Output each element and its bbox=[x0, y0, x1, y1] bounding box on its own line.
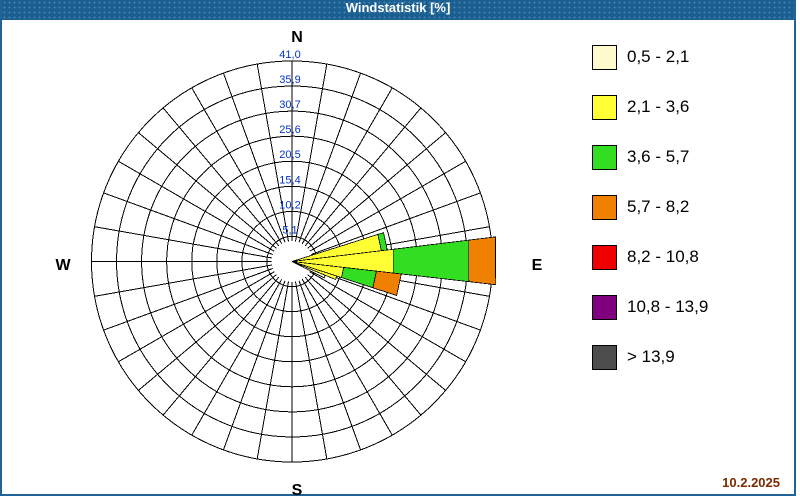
svg-text:20,5: 20,5 bbox=[279, 149, 300, 161]
svg-text:41,0: 41,0 bbox=[279, 49, 300, 61]
svg-text:35,9: 35,9 bbox=[279, 74, 300, 86]
svg-text:S: S bbox=[292, 482, 303, 499]
svg-text:W: W bbox=[55, 257, 71, 274]
svg-text:N: N bbox=[291, 29, 303, 46]
svg-text:5,1: 5,1 bbox=[282, 224, 297, 236]
svg-text:30,7: 30,7 bbox=[279, 99, 300, 111]
svg-text:10,2: 10,2 bbox=[279, 199, 300, 211]
svg-text:E: E bbox=[532, 257, 543, 274]
svg-text:15,4: 15,4 bbox=[279, 174, 300, 186]
svg-text:25,6: 25,6 bbox=[279, 124, 300, 136]
